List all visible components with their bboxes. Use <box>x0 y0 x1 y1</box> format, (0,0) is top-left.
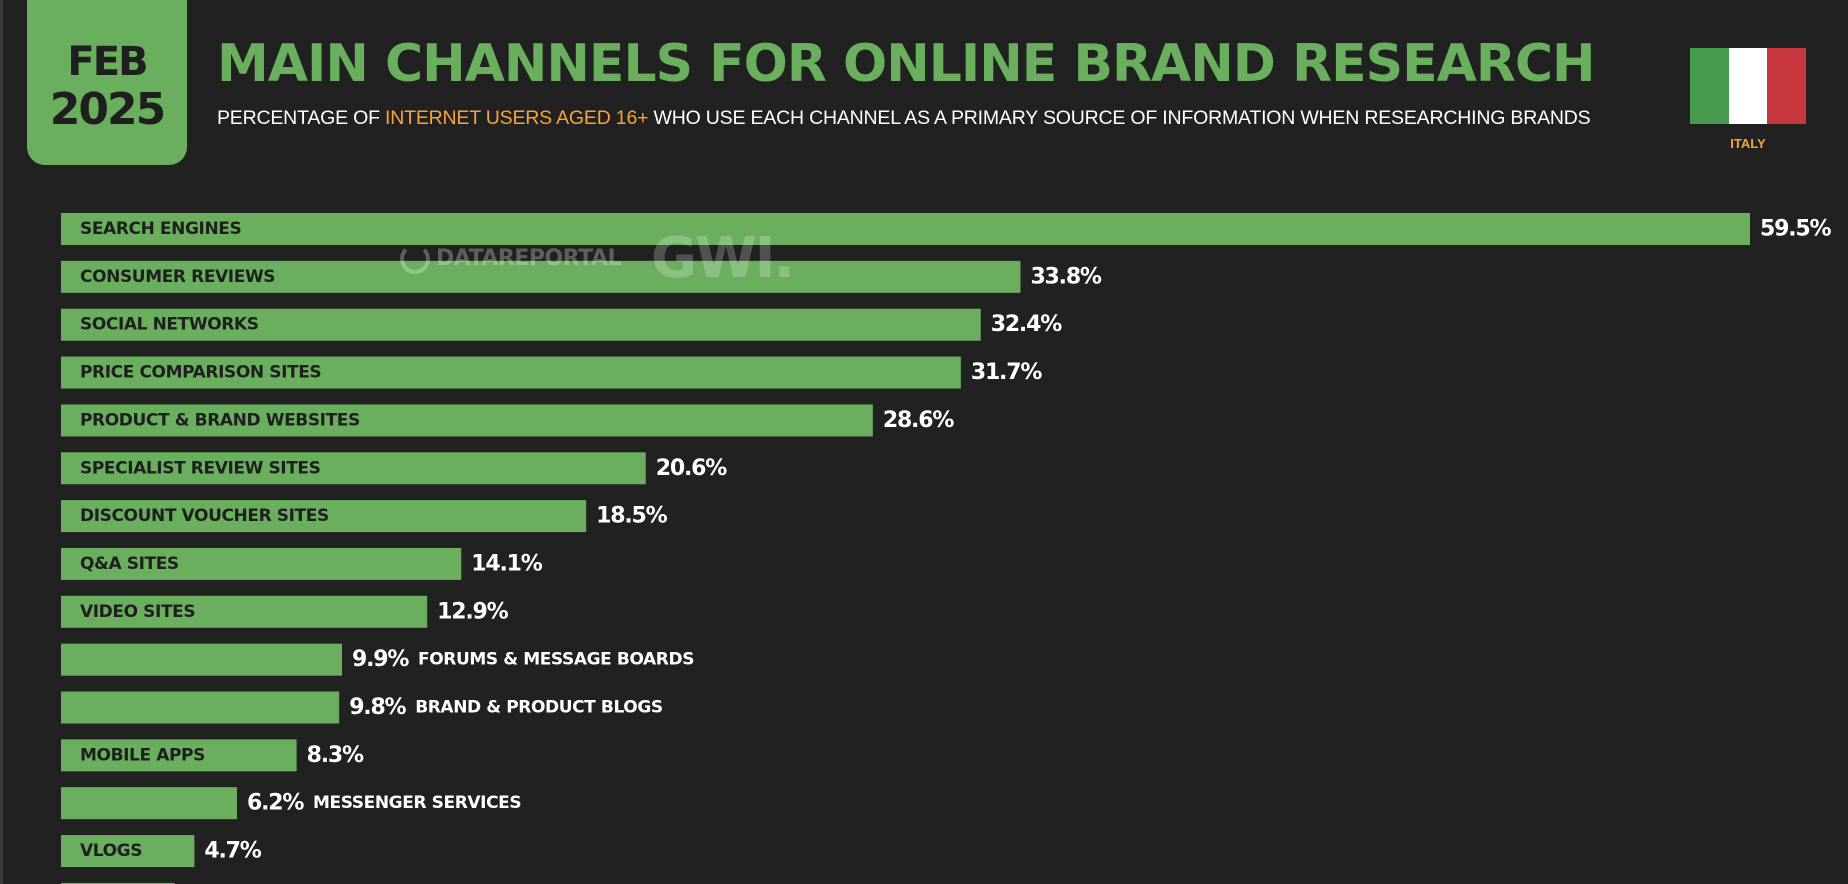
bar-value-label-13: 4.7% <box>204 839 261 864</box>
bar-value-label-7: 14.1% <box>471 551 542 576</box>
flag-stripe-red <box>1767 48 1807 124</box>
bar-3 <box>61 356 961 389</box>
bar-8 <box>61 595 428 628</box>
bar-12 <box>61 787 237 820</box>
bar-11 <box>61 739 297 772</box>
bar-category-label-3: PRICE COMPARISON SITES <box>80 363 321 383</box>
page-title: MAIN CHANNELS FOR ONLINE BRAND RESEARCH <box>217 34 1596 94</box>
left-edge-divider <box>0 0 3 884</box>
bar-value-label-0: 59.5% <box>1760 217 1831 242</box>
bar-value-label-4: 28.6% <box>883 408 954 433</box>
flag-stripe-green <box>1690 48 1729 124</box>
flag-stripe-white <box>1728 48 1768 124</box>
bar-value-label-6: 18.5% <box>596 504 667 529</box>
date-badge: FEB 2025 <box>27 0 187 165</box>
bar-6 <box>61 500 587 533</box>
bar-4 <box>61 404 873 437</box>
bar-category-label-13: VLOGS <box>80 841 142 861</box>
bar-5 <box>61 452 646 485</box>
bar-value-label-5: 20.6% <box>656 456 727 481</box>
bar-2 <box>61 308 981 341</box>
bar-13 <box>61 835 195 868</box>
bar-category-label-11: MOBILE APPS <box>80 745 205 765</box>
bar-9 <box>61 643 343 676</box>
bar-category-label-8: VIDEO SITES <box>80 602 195 622</box>
bar-value-label-2: 32.4% <box>991 312 1062 337</box>
subtitle-highlight: INTERNET USERS AGED 16+ <box>385 107 649 129</box>
bar-value-label-1: 33.8% <box>1030 264 1101 289</box>
bar-category-label-4: PRODUCT & BRAND WEBSITES <box>80 410 360 430</box>
bar-category-label-0: SEARCH ENGINES <box>80 219 241 239</box>
badge-month: FEB <box>67 39 148 85</box>
bar-14 <box>61 882 175 884</box>
bar-value-label-3: 31.7% <box>971 360 1042 385</box>
bar-value-label-10: 9.8% <box>349 695 406 720</box>
bar-category-label-7: Q&A SITES <box>80 554 179 574</box>
country-label: ITALY <box>1730 136 1766 151</box>
bar-category-label-6: DISCOUNT VOUCHER SITES <box>80 506 329 526</box>
page-subtitle: PERCENTAGE OF INTERNET USERS AGED 16+ WH… <box>217 107 1591 130</box>
bar-category-label-5: SPECIALIST REVIEW SITES <box>80 458 320 478</box>
bar-category-label-1: CONSUMER REVIEWS <box>80 267 275 287</box>
subtitle-suffix: WHO USE EACH CHANNEL AS A PRIMARY SOURCE… <box>648 107 1591 129</box>
subtitle-prefix: PERCENTAGE OF <box>217 107 386 129</box>
bar-value-label-11: 8.3% <box>307 743 364 768</box>
bar-category-label-10: BRAND & PRODUCT BLOGS <box>415 698 663 718</box>
bar-category-label-2: SOCIAL NETWORKS <box>80 315 259 335</box>
bar-0 <box>61 213 1750 245</box>
bar-10 <box>61 691 340 724</box>
bar-category-label-12: MESSENGER SERVICES <box>313 793 521 813</box>
badge-year: 2025 <box>49 84 166 135</box>
bar-category-label-9: FORUMS & MESSAGE BOARDS <box>418 650 694 670</box>
italy-flag-icon <box>1690 48 1807 124</box>
bar-value-label-12: 6.2% <box>247 791 304 816</box>
bar-value-label-8: 12.9% <box>437 599 508 624</box>
bar-value-label-9: 9.9% <box>352 647 409 672</box>
bar-7 <box>61 547 462 580</box>
bar-1 <box>61 260 1021 293</box>
